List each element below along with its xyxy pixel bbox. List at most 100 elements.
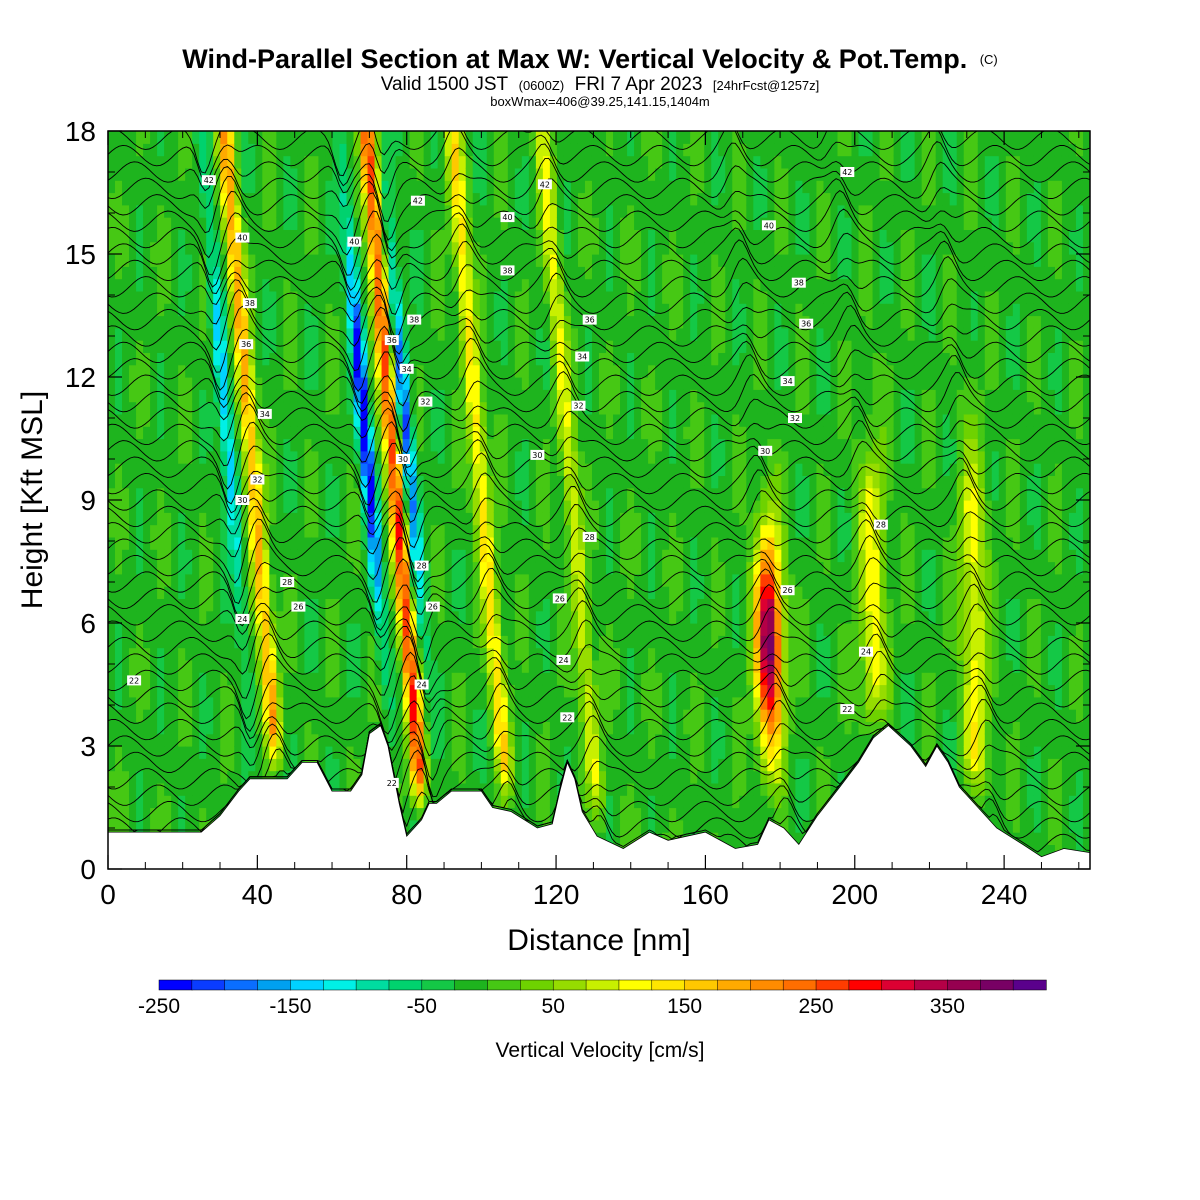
velocity-cell <box>465 327 474 341</box>
velocity-cell <box>549 487 558 501</box>
velocity-cell <box>206 340 214 353</box>
velocity-cell <box>185 463 193 476</box>
velocity-cell <box>185 770 193 784</box>
velocity-cell <box>507 635 516 649</box>
velocity-cell <box>304 561 313 575</box>
velocity-cell <box>241 327 249 341</box>
velocity-cell <box>136 217 144 230</box>
velocity-cell <box>199 672 207 686</box>
velocity-cell <box>584 746 593 759</box>
velocity-cell <box>423 155 432 169</box>
velocity-cell <box>549 180 558 194</box>
velocity-cell <box>458 561 467 575</box>
velocity-cell <box>683 475 691 489</box>
velocity-cell <box>655 635 663 649</box>
velocity-cell <box>129 795 137 809</box>
velocity-cell <box>192 746 200 759</box>
velocity-cell <box>311 586 320 599</box>
velocity-cell <box>613 266 621 280</box>
velocity-cell <box>360 180 369 194</box>
velocity-cell <box>465 180 474 194</box>
velocity-cell <box>129 315 137 329</box>
velocity-cell <box>627 758 635 772</box>
velocity-cell <box>591 463 600 476</box>
velocity-cell <box>500 672 509 686</box>
velocity-cell <box>192 389 200 403</box>
velocity-cell <box>500 500 509 513</box>
velocity-cell <box>549 229 558 243</box>
velocity-cell <box>206 426 214 440</box>
velocity-cell <box>577 266 586 280</box>
velocity-cell <box>676 524 684 538</box>
velocity-cell <box>662 217 670 230</box>
velocity-cell <box>570 672 579 686</box>
velocity-cell <box>185 573 193 587</box>
velocity-cell <box>171 598 179 612</box>
velocity-cell <box>108 241 116 255</box>
velocity-cell <box>472 512 481 526</box>
velocity-cell <box>451 254 460 267</box>
velocity-cell <box>620 180 628 194</box>
velocity-cell <box>641 598 649 612</box>
velocity-cell <box>178 746 186 759</box>
velocity-cell <box>164 733 172 747</box>
velocity-cell <box>143 155 151 169</box>
velocity-cell <box>444 377 453 390</box>
velocity-cell <box>402 377 411 390</box>
velocity-cell <box>507 610 516 624</box>
velocity-cell <box>451 315 460 329</box>
velocity-cell <box>220 155 228 169</box>
velocity-cell <box>220 290 228 304</box>
velocity-cell <box>108 475 116 489</box>
velocity-cell <box>423 426 432 440</box>
velocity-cell <box>430 782 439 796</box>
velocity-cell <box>276 536 284 550</box>
velocity-cell <box>136 475 144 489</box>
velocity-cell <box>290 303 298 317</box>
velocity-cell <box>171 647 179 661</box>
velocity-cell <box>627 623 635 636</box>
velocity-cell <box>143 377 151 390</box>
velocity-cell <box>493 659 502 673</box>
velocity-cell <box>577 647 586 661</box>
velocity-cell <box>206 536 214 550</box>
velocity-cell <box>606 819 614 833</box>
velocity-cell <box>662 549 670 563</box>
velocity-cell <box>346 364 355 378</box>
velocity-cell <box>262 438 270 452</box>
velocity-cell <box>115 155 123 169</box>
velocity-cell <box>599 229 607 243</box>
velocity-cell <box>136 782 144 796</box>
velocity-cell <box>662 254 670 267</box>
velocity-cell <box>669 192 677 206</box>
velocity-cell <box>248 266 256 280</box>
velocity-cell <box>262 192 270 206</box>
velocity-cell <box>325 500 334 513</box>
velocity-cell <box>479 143 488 157</box>
velocity-cell <box>662 377 670 390</box>
velocity-cell <box>150 659 158 673</box>
velocity-cell <box>157 266 165 280</box>
velocity-cell <box>556 143 565 157</box>
velocity-cell <box>283 610 291 624</box>
velocity-cell <box>150 241 158 255</box>
velocity-cell <box>655 623 663 636</box>
velocity-cell <box>563 463 572 476</box>
velocity-cell <box>157 438 165 452</box>
velocity-cell <box>542 696 551 710</box>
velocity-cell <box>641 143 649 157</box>
velocity-cell <box>311 524 320 538</box>
velocity-cell <box>486 340 495 353</box>
velocity-cell <box>486 512 495 526</box>
velocity-cell <box>353 340 362 353</box>
velocity-cell <box>353 364 362 378</box>
velocity-cell <box>227 463 235 476</box>
velocity-cell <box>171 278 179 292</box>
velocity-cell <box>606 561 614 575</box>
velocity-cell <box>409 623 418 636</box>
velocity-cell <box>493 524 502 538</box>
velocity-cell <box>115 758 123 772</box>
velocity-cell <box>297 573 305 587</box>
velocity-cell <box>297 684 305 698</box>
velocity-cell <box>192 180 200 194</box>
